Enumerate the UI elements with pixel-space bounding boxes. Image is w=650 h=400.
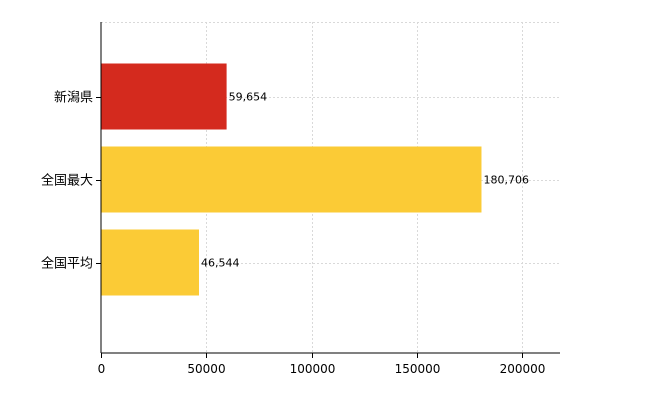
bar [101, 146, 482, 213]
x-tick-label: 150000 [395, 362, 441, 376]
labels: 0 50000 100000 150000 200000 新潟県 59,654 全国最大 180… [41, 90, 545, 377]
x-tick-label: 100000 [290, 362, 336, 376]
category-label: 全国平均 [41, 256, 93, 272]
bar [101, 63, 227, 130]
data-label: 46,544 [201, 257, 240, 270]
data-label: 59,654 [229, 91, 268, 104]
bar [101, 229, 199, 296]
data-label: 180,706 [483, 174, 528, 187]
category-label: 全国最大 [41, 173, 93, 189]
axes [100, 22, 560, 354]
bars [101, 63, 482, 296]
category-label: 新潟県 [54, 90, 93, 106]
x-tick-label: 50000 [187, 362, 225, 376]
x-tick-label: 200000 [500, 362, 546, 376]
x-tick-label: 0 [98, 362, 106, 376]
